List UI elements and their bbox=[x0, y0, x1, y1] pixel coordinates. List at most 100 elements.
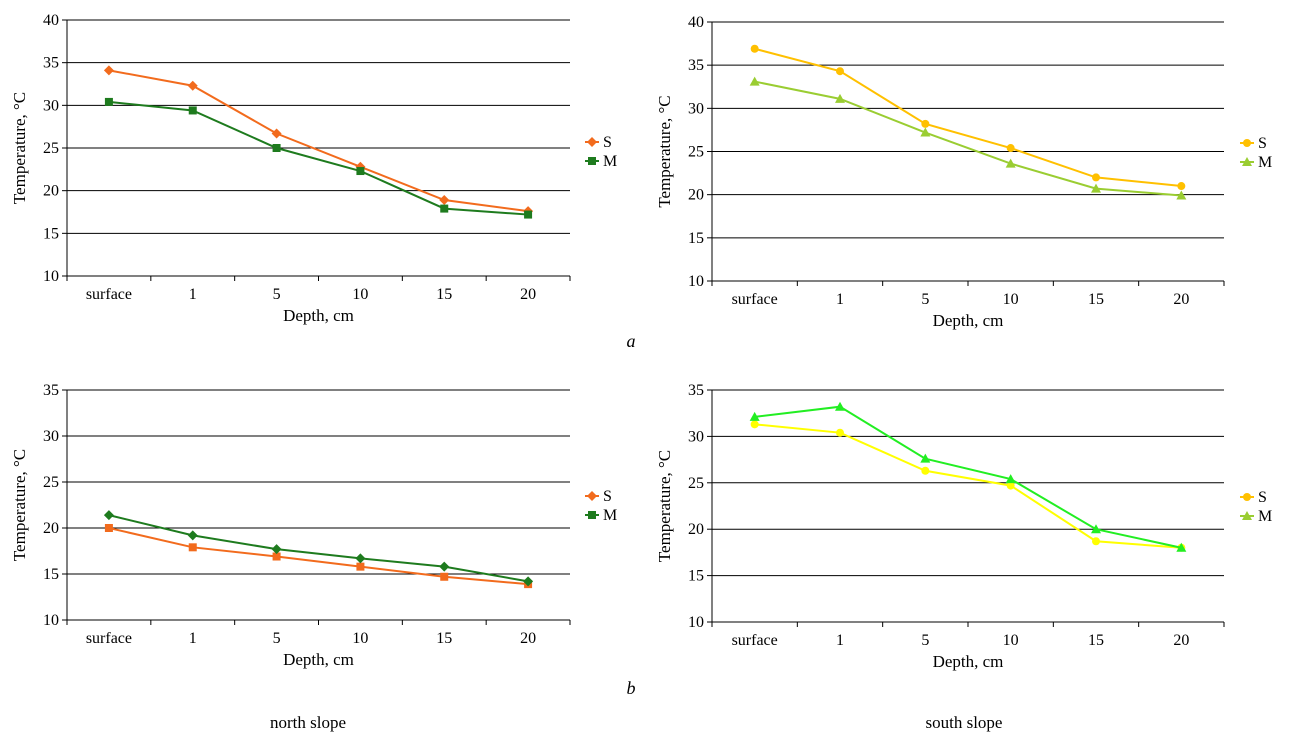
x-tick-label: 10 bbox=[1003, 291, 1019, 308]
x-tick-label: 5 bbox=[273, 630, 281, 647]
data-point-S bbox=[1177, 182, 1186, 191]
legend-marker bbox=[1243, 139, 1251, 147]
row-label: a bbox=[627, 331, 636, 351]
x-tick-label: 15 bbox=[436, 630, 452, 647]
x-tick-label: 10 bbox=[1003, 632, 1019, 649]
x-axis-title: Depth, cm bbox=[283, 306, 354, 325]
row-label: b bbox=[627, 678, 636, 698]
data-point-S bbox=[187, 80, 198, 91]
series-line-M bbox=[108, 514, 529, 583]
series-line-S bbox=[108, 69, 529, 213]
y-tick-label: 15 bbox=[688, 568, 704, 585]
x-axis-title: Depth, cm bbox=[933, 311, 1004, 330]
data-point-S bbox=[356, 562, 365, 571]
data-point-S bbox=[188, 543, 197, 552]
data-point-M bbox=[356, 167, 365, 176]
y-tick-label: 25 bbox=[688, 144, 704, 161]
data-point-M bbox=[188, 106, 197, 115]
x-tick-label: surface bbox=[86, 286, 132, 303]
y-tick-label: 25 bbox=[43, 474, 59, 491]
data-point-M bbox=[187, 530, 198, 541]
y-tick-label: 35 bbox=[688, 57, 704, 74]
y-axis-title: Temperature, °C bbox=[655, 450, 674, 562]
legend-marker bbox=[1242, 157, 1252, 166]
x-tick-label: 10 bbox=[352, 286, 368, 303]
data-point-S bbox=[272, 552, 281, 561]
y-tick-label: 30 bbox=[43, 97, 59, 114]
y-tick-label: 25 bbox=[43, 140, 59, 157]
x-tick-label: surface bbox=[86, 630, 132, 647]
data-point-S bbox=[750, 420, 759, 429]
data-point-S bbox=[836, 428, 844, 437]
data-point-M bbox=[272, 144, 281, 152]
legend-label-M: M bbox=[1258, 154, 1272, 171]
series-line-M bbox=[108, 100, 529, 216]
data-point-M bbox=[524, 210, 533, 219]
y-tick-label: 10 bbox=[43, 268, 59, 285]
data-point-M bbox=[1091, 524, 1101, 534]
y-tick-label: 40 bbox=[688, 14, 704, 31]
y-tick-label: 20 bbox=[688, 187, 704, 204]
series-line-S bbox=[108, 527, 529, 586]
series-line-M bbox=[754, 405, 1182, 549]
data-point-S bbox=[836, 67, 844, 76]
x-tick-label: 10 bbox=[352, 630, 368, 647]
y-tick-label: 10 bbox=[688, 273, 704, 290]
y-tick-label: 20 bbox=[43, 520, 59, 537]
x-tick-label: 5 bbox=[273, 286, 281, 303]
data-point-S bbox=[921, 466, 930, 475]
data-point-S bbox=[1092, 537, 1100, 546]
legend-marker bbox=[587, 491, 597, 501]
x-axis-title: Depth, cm bbox=[933, 652, 1004, 671]
x-tick-label: 15 bbox=[1088, 632, 1104, 649]
data-point-S bbox=[440, 572, 449, 581]
data-point-M bbox=[523, 576, 534, 587]
x-tick-label: 20 bbox=[520, 630, 536, 647]
y-axis-title: Temperature, °C bbox=[10, 449, 29, 561]
y-tick-label: 30 bbox=[43, 428, 59, 445]
x-axis-title: Depth, cm bbox=[283, 650, 354, 669]
data-point-M bbox=[271, 544, 282, 555]
x-tick-label: 15 bbox=[436, 286, 452, 303]
x-tick-label: 20 bbox=[1173, 291, 1189, 308]
column-caption: north slope bbox=[270, 713, 346, 732]
y-tick-label: 10 bbox=[43, 612, 59, 629]
x-tick-label: 1 bbox=[189, 630, 197, 647]
data-point-M bbox=[749, 411, 760, 421]
legend-label-S: S bbox=[603, 134, 612, 151]
data-point-M bbox=[1005, 474, 1016, 484]
legend-label-S: S bbox=[603, 488, 612, 505]
data-point-M bbox=[749, 76, 760, 86]
series-line-S bbox=[754, 423, 1182, 549]
data-point-M bbox=[355, 553, 366, 564]
x-tick-label: 15 bbox=[1088, 291, 1104, 308]
y-tick-label: 35 bbox=[43, 382, 59, 399]
x-tick-label: 20 bbox=[1173, 632, 1189, 649]
data-point-M bbox=[103, 510, 114, 521]
data-point-M bbox=[920, 453, 931, 463]
series-line-S bbox=[754, 47, 1182, 188]
data-point-M bbox=[439, 561, 450, 572]
data-point-M bbox=[104, 97, 113, 106]
x-tick-label: surface bbox=[732, 291, 778, 308]
y-tick-label: 15 bbox=[688, 230, 704, 247]
data-point-S bbox=[750, 44, 759, 53]
legend-marker bbox=[1242, 511, 1252, 520]
x-tick-label: 20 bbox=[520, 286, 536, 303]
data-point-S bbox=[1006, 481, 1015, 490]
y-tick-label: 30 bbox=[688, 100, 704, 117]
data-point-M bbox=[835, 401, 845, 411]
legend-marker bbox=[587, 137, 597, 147]
data-point-S bbox=[1092, 173, 1100, 182]
y-axis-title: Temperature, °C bbox=[655, 95, 674, 207]
data-point-M bbox=[920, 127, 931, 137]
y-tick-label: 30 bbox=[688, 428, 704, 445]
data-point-S bbox=[271, 128, 282, 139]
x-tick-label: 5 bbox=[921, 632, 929, 649]
data-point-S bbox=[104, 524, 113, 532]
